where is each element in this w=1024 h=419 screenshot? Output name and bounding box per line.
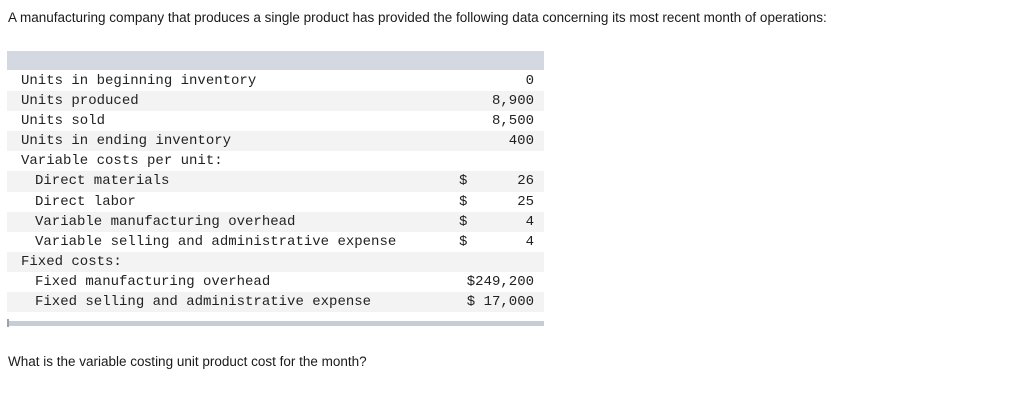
dollar-sign: $ — [459, 173, 468, 190]
row-value: 0 — [525, 73, 534, 89]
table-row-units-sold: Units sold 8,500 — [7, 111, 544, 131]
row-label: Variable manufacturing overhead — [35, 213, 296, 230]
row-value: 4 — [525, 233, 534, 250]
dollar-sign: $ — [459, 233, 468, 250]
row-label: Direct materials — [35, 173, 170, 190]
table-row-fixed-manufacturing-overhead: Fixed manufacturing overhead $249,200 — [7, 272, 544, 292]
row-value: 400 — [508, 133, 534, 150]
table-row-units-ending-inventory: Units in ending inventory 400 — [7, 131, 544, 152]
row-value: 4 — [525, 213, 534, 230]
row-label: Variable costs per unit: — [21, 153, 223, 170]
row-value: 25 — [517, 193, 534, 210]
row-label: Units in ending inventory — [21, 133, 232, 150]
row-value: 8,500 — [491, 113, 534, 130]
table-rows: Units in beginning inventory 0 Units pro… — [7, 71, 544, 313]
row-label: Direct labor — [35, 193, 136, 210]
table-row-variable-selling-admin: Variable selling and administrative expe… — [7, 232, 544, 252]
row-value: $249,200 — [466, 273, 534, 290]
row-label: Units sold — [21, 113, 106, 130]
row-label: Fixed selling and administrative expense — [35, 294, 372, 311]
table-footer-bar — [7, 321, 544, 326]
table-row-fixed-selling-admin: Fixed selling and administrative expense… — [7, 292, 544, 313]
data-table: Units in beginning inventory 0 Units pro… — [7, 51, 544, 327]
row-value: 26 — [517, 173, 534, 190]
question-text: What is the variable costing unit produc… — [8, 354, 367, 369]
row-label: Fixed manufacturing overhead — [35, 273, 271, 290]
dollar-sign: $ — [459, 193, 468, 210]
table-row-variable-costs-heading: Variable costs per unit: — [7, 151, 544, 171]
table-row-direct-materials: Direct materials $ 26 — [7, 171, 544, 192]
table-row-direct-labor: Direct labor $ 25 — [7, 192, 544, 212]
row-label: Fixed costs: — [21, 253, 122, 270]
table-row-units-produced: Units produced 8,900 — [7, 91, 544, 112]
row-label: Units produced — [21, 93, 139, 110]
row-label: Units in beginning inventory — [21, 73, 257, 89]
table-row-variable-manufacturing-overhead: Variable manufacturing overhead $ 4 — [7, 211, 544, 232]
dollar-sign: $ — [459, 213, 468, 230]
table-header-bar — [7, 51, 544, 70]
row-value: 8,900 — [491, 93, 534, 110]
table-footer-corner — [7, 319, 9, 327]
table-row-fixed-costs-heading: Fixed costs: — [7, 251, 544, 272]
intro-text: A manufacturing company that produces a … — [8, 10, 827, 25]
row-value: $ 17,000 — [466, 294, 534, 311]
table-row-units-beginning-inventory: Units in beginning inventory 0 — [7, 71, 544, 91]
row-label: Variable selling and administrative expe… — [35, 233, 397, 250]
